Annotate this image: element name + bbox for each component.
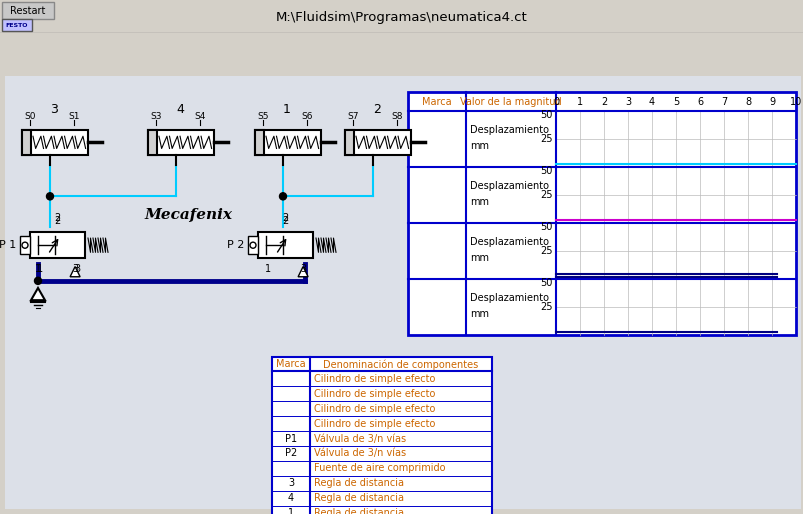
Text: Fuente de aire comprimido: Fuente de aire comprimido [314,463,445,473]
Text: S0: S0 [24,113,35,121]
Text: Marca: Marca [276,359,305,370]
Text: 3: 3 [624,97,630,106]
Text: Válvula de 3/n vías: Válvula de 3/n vías [314,433,406,444]
Text: 25: 25 [540,190,552,200]
Bar [20,236,30,254]
Text: mm: mm [470,308,488,319]
Text: P 2: P 2 [227,240,244,250]
Text: 8: 8 [744,97,750,106]
Text: Restart: Restart [10,6,46,15]
Text: Regla de distancia: Regla de distancia [314,478,403,488]
Text: S1: S1 [68,113,79,121]
Text: 2: 2 [282,213,288,223]
Text: 3: 3 [50,103,58,116]
Bar [344,130,353,155]
FancyBboxPatch shape [2,19,32,31]
Text: mm: mm [470,196,488,207]
Text: 2: 2 [600,97,606,106]
Text: 2: 2 [55,216,60,226]
Text: Válvula de 3/n vías: Válvula de 3/n vías [314,448,406,458]
Text: Desplazamiento: Desplazamiento [470,237,548,247]
Text: P 1: P 1 [0,240,17,250]
Text: 10: 10 [789,97,801,106]
Text: 6: 6 [696,97,702,106]
Text: Denominación de componentes: Denominación de componentes [323,359,478,370]
Text: 50: 50 [540,110,552,120]
Text: 5: 5 [672,97,679,106]
Bar [247,236,258,254]
Text: 7: 7 [720,97,726,106]
Text: P2: P2 [284,448,297,458]
Text: mm: mm [470,252,488,263]
Text: 4: 4 [176,103,184,116]
Text: mm: mm [470,140,488,151]
Text: S7: S7 [347,113,358,121]
Text: 2: 2 [55,213,60,223]
Text: 2: 2 [373,103,381,116]
Text: 1: 1 [264,264,271,273]
Bar [344,130,410,155]
Text: Desplazamiento: Desplazamiento [470,181,548,191]
Text: 4: 4 [287,493,294,503]
Text: 9: 9 [768,97,774,106]
Text: S5: S5 [257,113,268,121]
Text: Marca: Marca [422,97,451,106]
Circle shape [22,242,28,248]
Polygon shape [70,267,80,277]
Text: FESTO: FESTO [6,23,28,28]
Text: 1: 1 [577,97,582,106]
Polygon shape [31,288,45,300]
Text: 1: 1 [283,103,291,116]
Text: 25: 25 [540,302,552,312]
Bar [255,130,263,155]
Text: Cilindro de simple efecto: Cilindro de simple efecto [314,389,435,399]
Text: Valor de la magnitud: Valor de la magnitud [459,97,561,106]
Bar [22,130,88,155]
Bar [30,232,85,259]
Text: 2: 2 [282,216,288,226]
Text: 0: 0 [552,97,558,106]
Text: 3: 3 [287,478,294,488]
Bar [22,130,31,155]
Circle shape [35,277,42,284]
Bar [148,130,214,155]
Text: 50: 50 [540,278,552,288]
Text: P1: P1 [284,433,296,444]
Bar [271,357,491,514]
Circle shape [47,193,54,200]
Text: 4: 4 [648,97,654,106]
Text: Cilindro de simple efecto: Cilindro de simple efecto [314,374,435,384]
Circle shape [279,193,286,200]
Text: 50: 50 [540,166,552,176]
Text: 1: 1 [37,264,43,273]
Bar [255,130,320,155]
Text: Regla de distancia: Regla de distancia [314,508,403,514]
Text: 3: 3 [74,264,80,273]
Text: Desplazamiento: Desplazamiento [470,293,548,303]
Text: 3: 3 [300,264,306,273]
Text: Regla de distancia: Regla de distancia [314,493,403,503]
Text: Desplazamiento: Desplazamiento [470,125,548,135]
Text: M:\Fluidsim\Programas\neumatica4.ct: M:\Fluidsim\Programas\neumatica4.ct [275,11,528,24]
Text: 1: 1 [35,264,41,273]
Text: Cilindro de simple efecto: Cilindro de simple efecto [314,418,435,429]
Text: S6: S6 [301,113,312,121]
Polygon shape [298,267,308,277]
Text: S3: S3 [150,113,161,121]
Text: S8: S8 [391,113,402,121]
Text: Mecafenix: Mecafenix [144,208,232,222]
Bar [407,93,795,335]
Text: 1: 1 [287,508,294,514]
Bar [148,130,157,155]
FancyBboxPatch shape [2,2,54,19]
Text: Cilindro de simple efecto: Cilindro de simple efecto [314,403,435,414]
Text: 50: 50 [540,222,552,232]
Text: 25: 25 [540,246,552,256]
Text: 25: 25 [540,134,552,144]
Bar [258,232,312,259]
Circle shape [250,242,255,248]
Text: S4: S4 [194,113,206,121]
Text: 3: 3 [72,264,78,273]
